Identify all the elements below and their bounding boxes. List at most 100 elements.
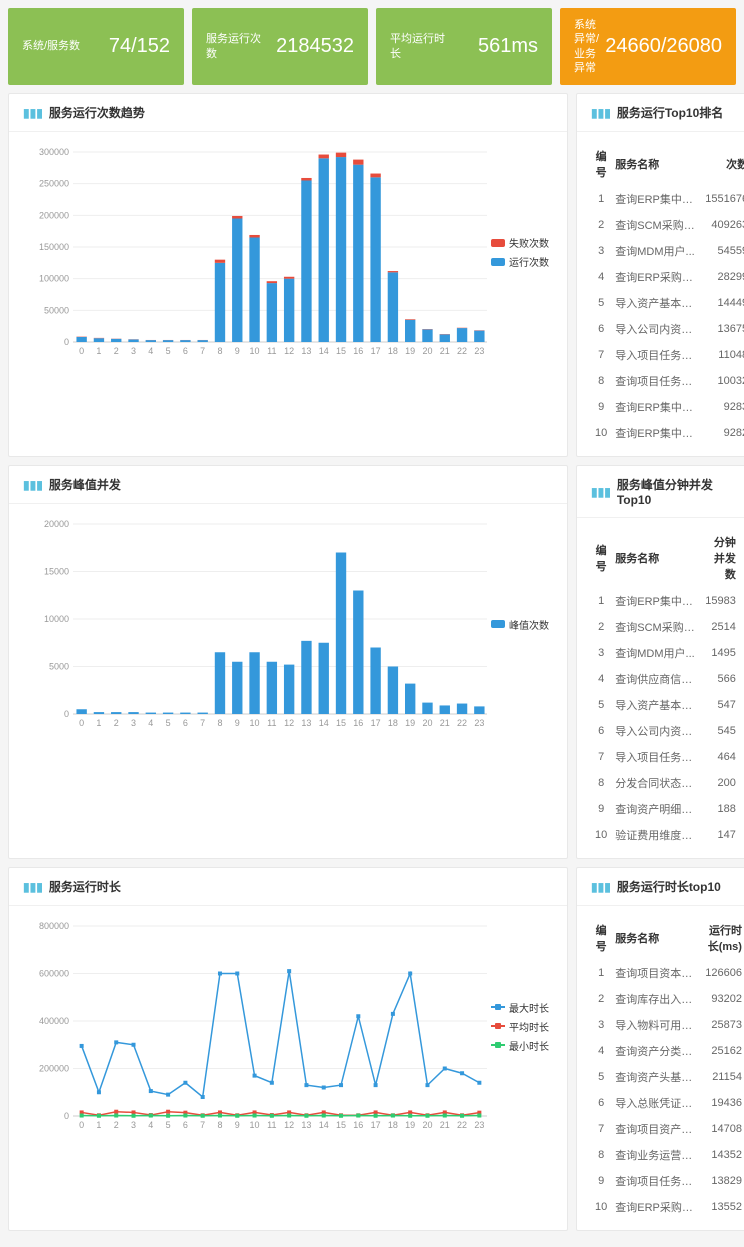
table-row: 8查询业务运营信...14352 — [591, 1142, 744, 1168]
svg-text:1: 1 — [96, 718, 101, 728]
list3-table: 编号服务名称运行时长(ms)1查询项目资本开...1266062查询库存出入库.… — [591, 916, 744, 1220]
svg-text:4: 4 — [148, 718, 153, 728]
table-row: 1查询ERP集中门...15983 — [591, 588, 740, 614]
svg-text:6: 6 — [183, 1120, 188, 1130]
th-name: 服务名称 — [611, 528, 701, 588]
table-row: 3查询MDM用户...1495 — [591, 640, 740, 666]
svg-text:0: 0 — [79, 1120, 84, 1130]
chart3-panel: ▮▮▮服务运行时长 020000040000060000080000001234… — [8, 867, 568, 1231]
th-idx: 编号 — [591, 142, 611, 186]
svg-text:400000: 400000 — [39, 1016, 69, 1026]
table-row: 3导入物料可用资...25873 — [591, 1012, 744, 1038]
svg-text:18: 18 — [388, 718, 398, 728]
svg-text:19: 19 — [405, 346, 415, 356]
svg-text:15000: 15000 — [44, 567, 69, 577]
chart1: 0500001000001500002000002500003000000123… — [23, 142, 487, 362]
table-row: 7查询项目资产信...14708 — [591, 1116, 744, 1142]
stat-card-2: 平均运行时长561ms — [376, 8, 552, 85]
svg-text:2: 2 — [114, 718, 119, 728]
table-row: 8分发合同状态变...200 — [591, 770, 740, 796]
table-row: 9查询项目任务信...13829 — [591, 1168, 744, 1194]
svg-text:250000: 250000 — [39, 179, 69, 189]
svg-text:0: 0 — [79, 718, 84, 728]
th-idx: 编号 — [591, 916, 611, 960]
svg-text:21: 21 — [440, 1120, 450, 1130]
svg-text:22: 22 — [457, 718, 467, 728]
svg-text:9: 9 — [235, 1120, 240, 1130]
table-row: 2查询SCM采购日...409263 — [591, 212, 744, 238]
stat-value: 74/152 — [109, 35, 170, 58]
stat-label: 平均运行时长 — [390, 32, 450, 61]
svg-text:16: 16 — [353, 718, 363, 728]
svg-text:18: 18 — [388, 346, 398, 356]
table-row: 4查询资产分类行...25162 — [591, 1038, 744, 1064]
svg-text:200000: 200000 — [39, 211, 69, 221]
svg-text:22: 22 — [457, 346, 467, 356]
svg-text:20: 20 — [422, 1120, 432, 1130]
table-row: 3查询MDM用户...54559 — [591, 238, 744, 264]
svg-text:4: 4 — [148, 1120, 153, 1130]
list1-title: 服务运行Top10排名 — [617, 104, 723, 121]
table-row: 7导入项目任务任...11048 — [591, 342, 744, 368]
stat-value: 2184532 — [276, 35, 354, 58]
table-row: 4查询供应商信息...566 — [591, 666, 740, 692]
chart3: 0200000400000600000800000012345678910111… — [23, 916, 487, 1136]
svg-text:5: 5 — [166, 346, 171, 356]
chart-icon: ▮▮▮ — [23, 880, 43, 894]
svg-text:15: 15 — [336, 346, 346, 356]
svg-text:3: 3 — [131, 346, 136, 356]
svg-text:16: 16 — [353, 346, 363, 356]
table-row: 10查询ERP采购订...13552 — [591, 1194, 744, 1220]
svg-text:8: 8 — [217, 1120, 222, 1130]
stat-card-3: 系统异常/业务异常24660/26080 — [560, 8, 736, 85]
svg-text:19: 19 — [405, 1120, 415, 1130]
svg-text:0: 0 — [79, 346, 84, 356]
table-row: 5导入资产基本信...14449 — [591, 290, 744, 316]
svg-text:10: 10 — [250, 1120, 260, 1130]
svg-text:20: 20 — [422, 718, 432, 728]
svg-text:17: 17 — [371, 718, 381, 728]
svg-text:13: 13 — [301, 346, 311, 356]
svg-text:6: 6 — [183, 718, 188, 728]
legend-item: 运行次数 — [491, 254, 549, 269]
svg-text:15: 15 — [336, 718, 346, 728]
chart2: 0500010000150002000001234567891011121314… — [23, 514, 487, 734]
table-row: 10查询ERP集中门...9282 — [591, 420, 744, 446]
svg-text:15: 15 — [336, 1120, 346, 1130]
svg-text:3: 3 — [131, 718, 136, 728]
svg-text:10: 10 — [250, 718, 260, 728]
chart2-panel: ▮▮▮服务峰值并发 050001000015000200000123456789… — [8, 465, 568, 859]
chart-icon: ▮▮▮ — [23, 478, 43, 492]
table-row: 9查询ERP集中门...9283 — [591, 394, 744, 420]
svg-text:600000: 600000 — [39, 969, 69, 979]
svg-text:10: 10 — [250, 346, 260, 356]
svg-text:23: 23 — [474, 718, 484, 728]
svg-text:5000: 5000 — [49, 662, 69, 672]
svg-text:3: 3 — [131, 1120, 136, 1130]
legend-item: 平均时长 — [491, 1019, 549, 1034]
svg-text:2: 2 — [114, 1120, 119, 1130]
svg-text:800000: 800000 — [39, 921, 69, 931]
svg-text:13: 13 — [301, 1120, 311, 1130]
svg-text:150000: 150000 — [39, 242, 69, 252]
th-name: 服务名称 — [611, 142, 701, 186]
svg-text:23: 23 — [474, 346, 484, 356]
stat-label: 系统/服务数 — [22, 39, 80, 53]
svg-text:10000: 10000 — [44, 614, 69, 624]
table-row: 2查询库存出入库...93202 — [591, 986, 744, 1012]
table-row: 5查询资产头基本...21154 — [591, 1064, 744, 1090]
list1-table: 编号服务名称次数1查询ERP集中门...15516762查询SCM采购日...4… — [591, 142, 744, 446]
chart3-title: 服务运行时长 — [49, 878, 121, 895]
chart2-legend: 峰值次数 — [487, 514, 553, 734]
svg-text:14: 14 — [319, 718, 329, 728]
svg-text:20000: 20000 — [44, 519, 69, 529]
chart-icon: ▮▮▮ — [591, 106, 611, 120]
th-val: 分钟并发数 — [701, 528, 740, 588]
list2-table: 编号服务名称分钟并发数1查询ERP集中门...159832查询SCM采购日...… — [591, 528, 740, 848]
chart-icon: ▮▮▮ — [591, 485, 611, 499]
table-row: 1查询项目资本开...126606 — [591, 960, 744, 986]
svg-text:1: 1 — [96, 346, 101, 356]
svg-text:11: 11 — [267, 346, 276, 356]
svg-text:12: 12 — [284, 718, 294, 728]
svg-text:4: 4 — [148, 346, 153, 356]
